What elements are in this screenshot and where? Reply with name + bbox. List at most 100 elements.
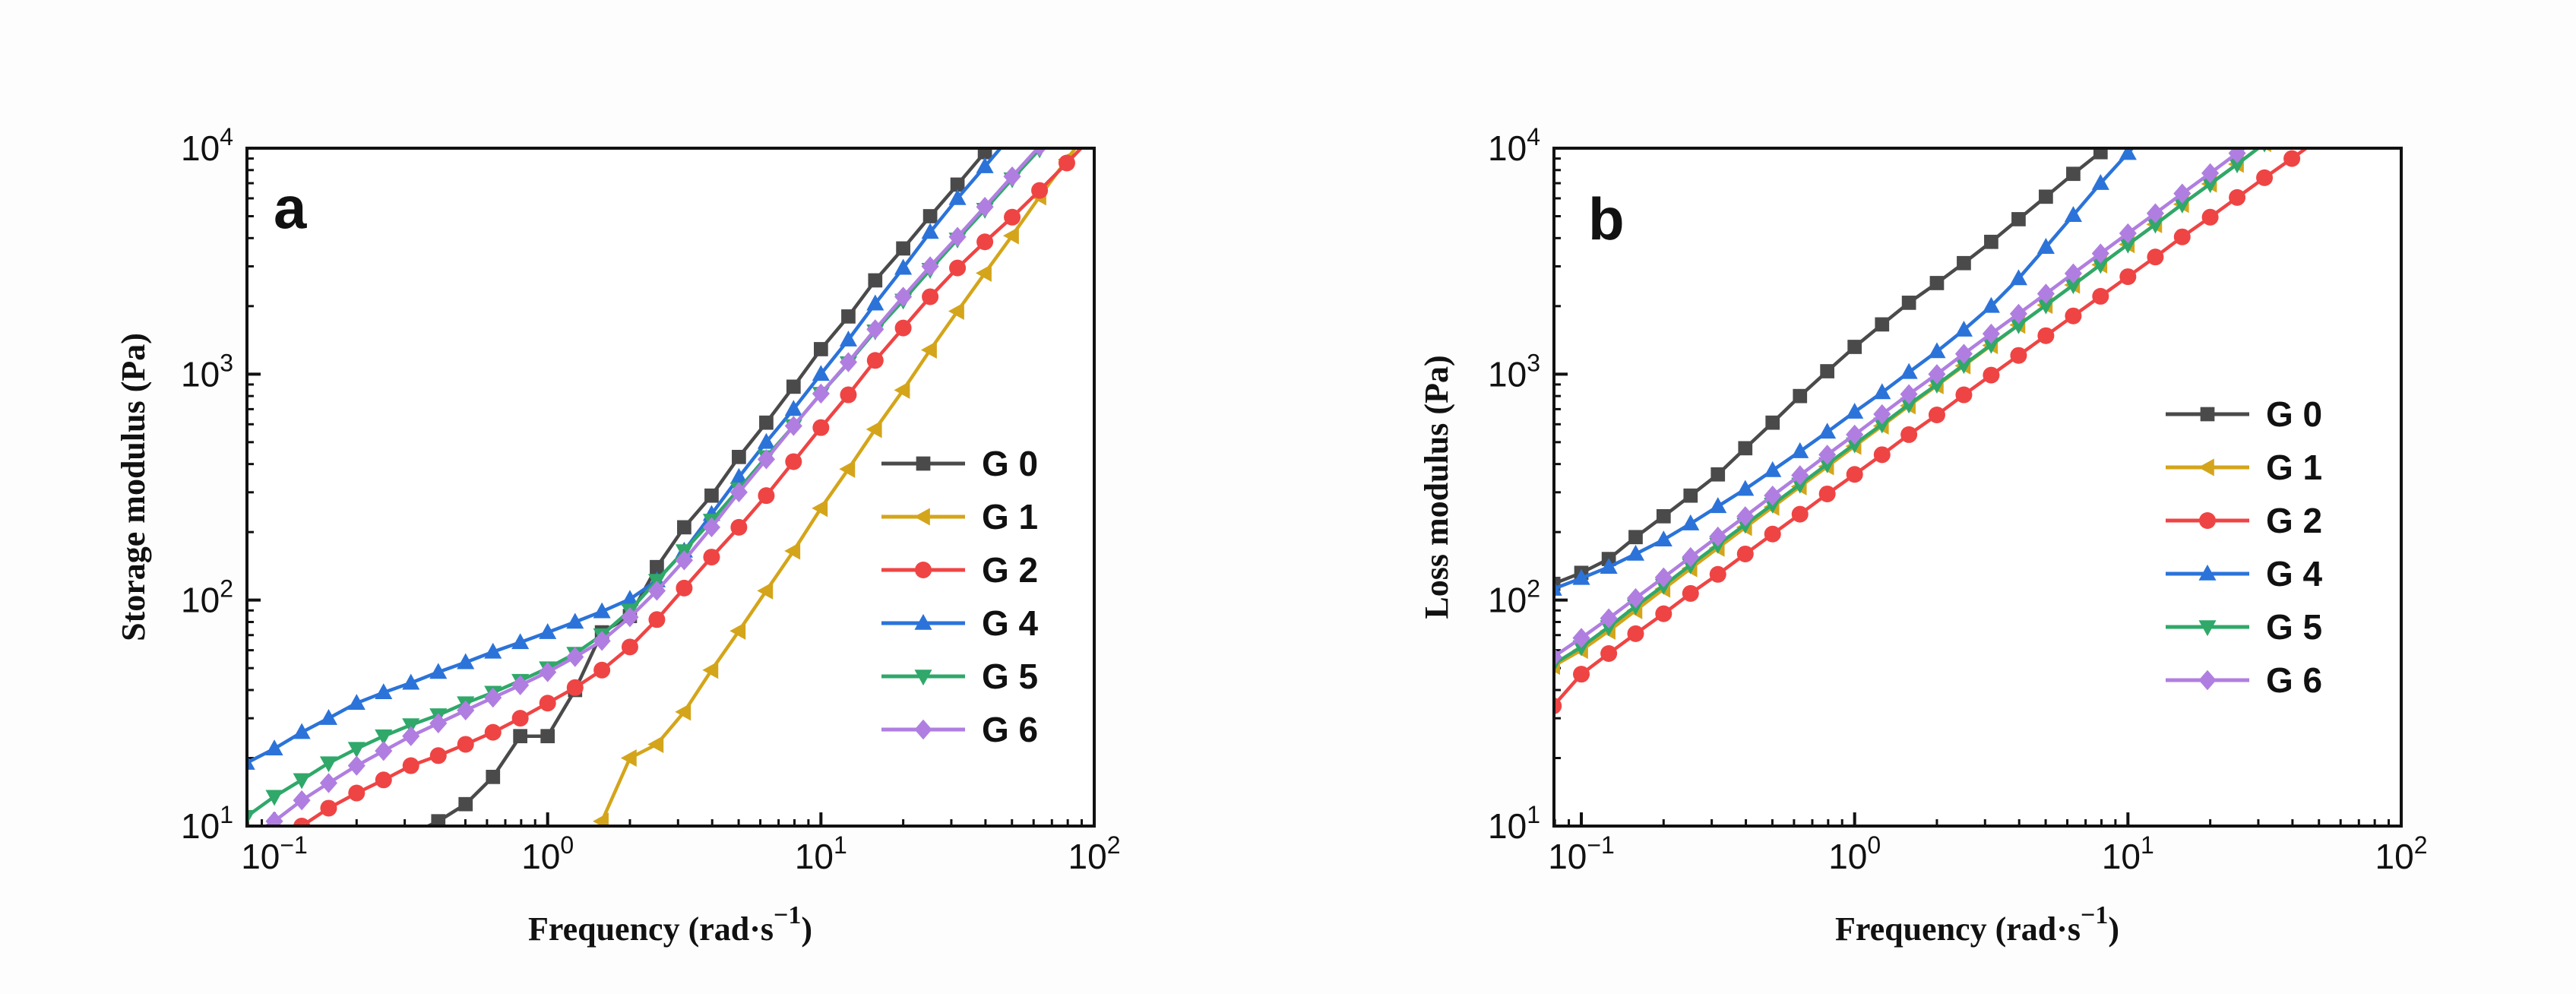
data-point [1572,568,1590,585]
data-point [457,653,475,670]
data-point [2066,166,2081,182]
data-point [1002,226,1019,245]
data-point [402,757,419,774]
data-point [866,420,882,438]
data-point [1031,182,1049,199]
data-point [1005,116,1020,130]
data-point [1982,323,2000,344]
data-point [376,838,391,853]
data-point [1600,645,1618,663]
data-point [839,352,857,372]
plot-frame [1552,147,2403,828]
data-point [1791,505,1809,523]
data-point [729,467,748,484]
legend-label: G 2 [982,550,1038,590]
data-point [812,499,828,518]
legend-label: G 2 [2266,501,2322,540]
data-point [813,342,828,356]
y-axis-title: Loss modulus (Pa) [1418,355,1455,619]
data-point [868,273,883,288]
data-point [539,662,557,682]
plot-frame [245,147,1096,828]
series-line-g0 [1554,148,2109,586]
data-point [1846,437,1864,454]
data-point [920,340,937,359]
data-point [1736,480,1755,496]
data-point [1554,647,1562,666]
legend-marker [2198,458,2214,476]
data-point [1003,166,1021,187]
data-point [1736,545,1754,562]
data-point [1928,364,1946,385]
data-point [1554,698,1562,714]
data-point [758,487,775,505]
data-point [293,723,311,739]
data-point [1847,340,1862,354]
data-point [1983,366,2000,384]
data-point [2064,263,2082,284]
data-point [2036,283,2055,304]
data-point [1682,584,1699,602]
data-point [1900,426,1918,443]
data-point [1873,417,1891,434]
plot-area [247,148,1094,826]
data-point [1682,546,1700,568]
data-point [566,613,584,629]
data-point [839,330,857,347]
data-point [403,827,418,841]
data-point [759,415,774,430]
data-point [2119,148,2137,160]
data-point [650,559,664,575]
x-tick-label: 100 [1828,831,1881,876]
data-point [1873,404,1891,425]
data-point [2173,197,2191,214]
data-point [1573,666,1590,683]
data-point [1682,514,1700,530]
legend-label: G 0 [982,444,1038,483]
legend-label: G 0 [2266,394,2322,434]
data-point [1818,457,1837,473]
data-point [593,602,611,619]
data-point [1929,276,1945,290]
data-point [2065,307,2082,324]
data-point [2010,347,2027,364]
data-point [2064,206,2082,223]
data-point [784,416,802,436]
data-point [1954,358,1973,375]
data-point [2121,123,2135,138]
data-point [948,226,967,247]
data-point [375,683,393,700]
data-point [1003,125,1021,141]
data-point [2092,287,2109,305]
data-point [1654,567,1673,588]
data-point [2091,258,2109,274]
data-point [894,286,913,307]
data-point [839,460,856,478]
data-point [347,694,366,711]
data-point [812,365,830,381]
panel-letter: b [1588,185,1625,252]
legend-label: G 5 [2266,607,2322,647]
x-tick-label: 100 [521,831,574,876]
data-point [1626,544,1645,561]
data-point [267,878,282,892]
data-point [677,520,691,535]
data-point [2009,318,2027,334]
data-point [2146,217,2164,234]
legend: G 0 G 1 G 2 G 4 G 5 G 6 [2166,394,2323,700]
data-point [2037,327,2055,344]
data-point [948,302,964,321]
legend-label: G 6 [2266,660,2322,700]
data-point [2201,163,2220,184]
data-point [647,735,664,753]
data-point [2036,298,2055,315]
data-point [702,517,720,538]
data-point [484,642,502,659]
data-point [2229,188,2246,206]
data-point [375,729,393,746]
data-point [2091,173,2109,190]
data-point [621,590,639,606]
data-point [2147,113,2164,129]
data-point [1656,508,1671,524]
